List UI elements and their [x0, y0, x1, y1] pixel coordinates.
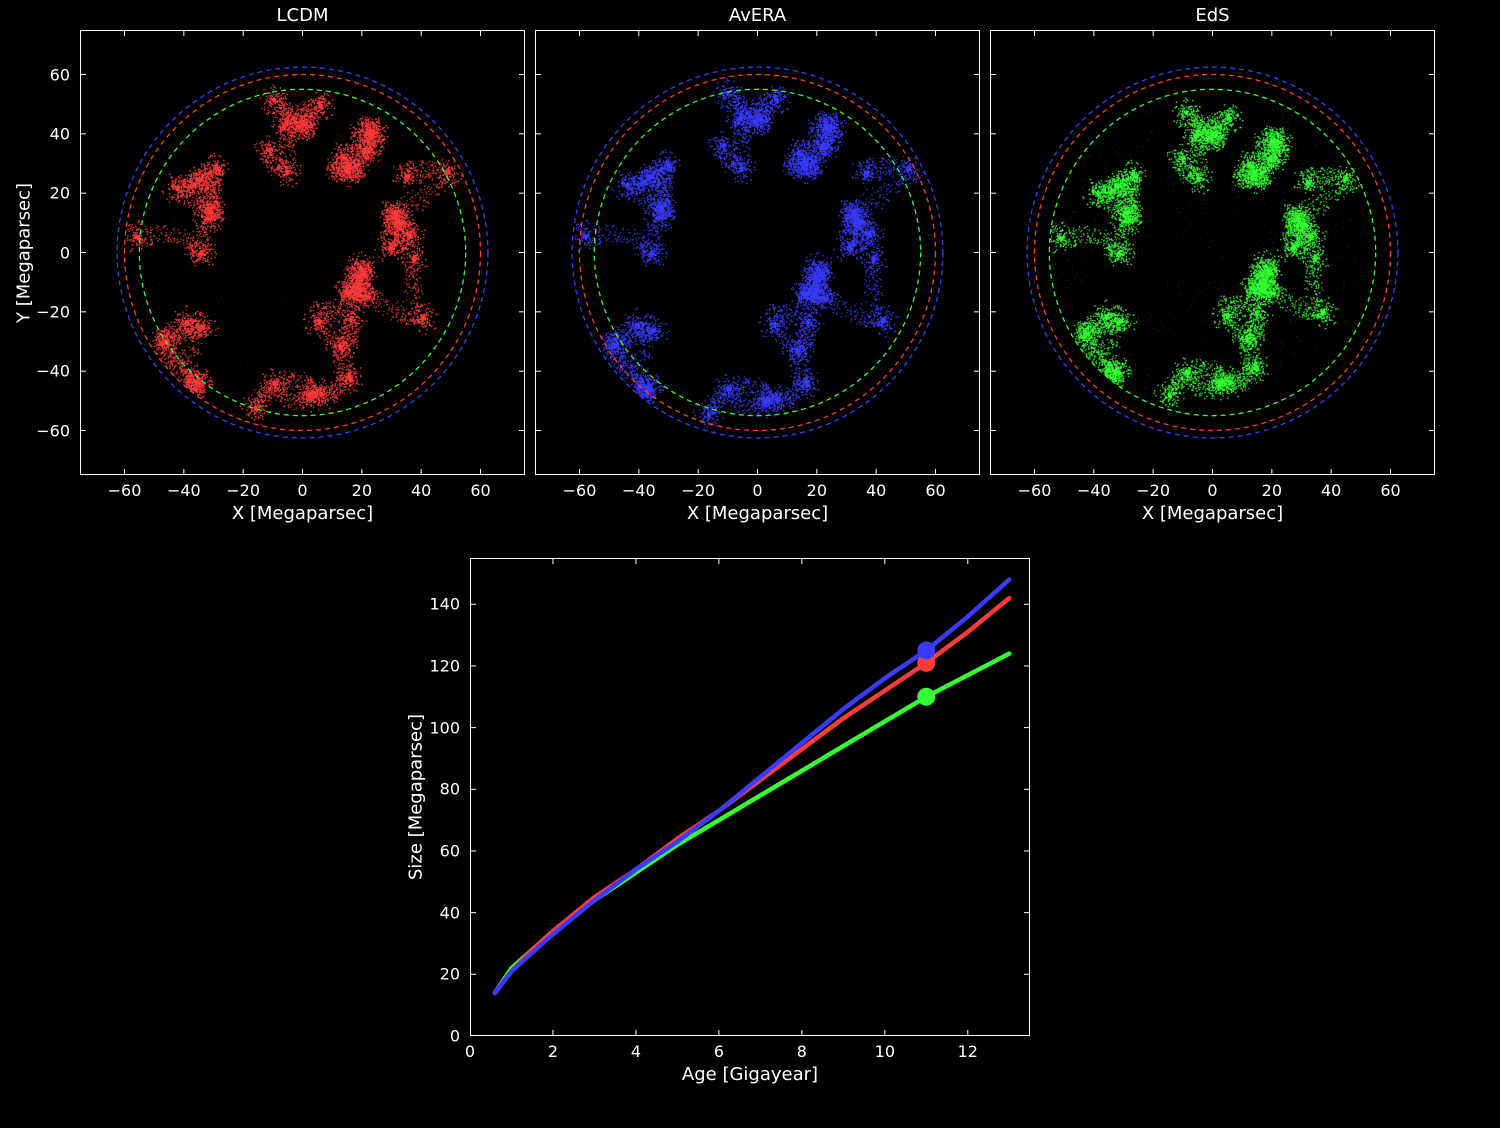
- xtick-label: 6: [714, 1042, 724, 1061]
- xlabel: Age [Gigayear]: [682, 1064, 818, 1085]
- xtick-label: 0: [465, 1042, 475, 1061]
- xtick-label: 60: [925, 481, 945, 500]
- marker-avera: [917, 642, 935, 660]
- ytick-label: −60: [36, 421, 70, 440]
- lcdm-panel: LCDM−60−40−200204060X [Megaparsec]−60−40…: [80, 30, 525, 475]
- ytick-label: 80: [440, 780, 460, 799]
- xtick-label: 20: [352, 481, 372, 500]
- xtick-label: 60: [1380, 481, 1400, 500]
- xtick-label: 0: [1207, 481, 1217, 500]
- avera-panel: AvERA−60−40−200204060X [Megaparsec]: [535, 30, 980, 475]
- xtick-label: 0: [752, 481, 762, 500]
- xtick-label: −40: [167, 481, 201, 500]
- xtick-label: −20: [1136, 481, 1170, 500]
- top-ylabel: Y [Megaparsec]: [14, 182, 35, 322]
- xtick-label: 20: [1262, 481, 1282, 500]
- xtick-label: −60: [108, 481, 142, 500]
- panel-title: LCDM: [277, 5, 329, 26]
- xtick-label: 4: [631, 1042, 641, 1061]
- xlabel: X [Megaparsec]: [1142, 503, 1283, 524]
- xtick-label: 8: [797, 1042, 807, 1061]
- ytick-label: 60: [440, 841, 460, 860]
- xtick-label: −40: [622, 481, 656, 500]
- xtick-label: 0: [297, 481, 307, 500]
- xtick-label: 40: [866, 481, 886, 500]
- xtick-label: 2: [548, 1042, 558, 1061]
- ytick-label: 40: [50, 124, 70, 143]
- bottom-svg: [470, 558, 1030, 1036]
- ytick-label: 0: [450, 1027, 460, 1046]
- ytick-label: 140: [429, 595, 460, 614]
- xtick-label: 20: [807, 481, 827, 500]
- ytick-label: −40: [36, 362, 70, 381]
- size-vs-age-chart: 024681012020406080100120140Age [Gigayear…: [470, 558, 1030, 1036]
- lcdm-panel-svg: [80, 30, 525, 475]
- figure-root: LCDM−60−40−200204060X [Megaparsec]−60−40…: [0, 0, 1500, 1128]
- xtick-label: −40: [1077, 481, 1111, 500]
- ytick-label: −20: [36, 302, 70, 321]
- xtick-label: 60: [470, 481, 490, 500]
- ytick-label: 20: [50, 184, 70, 203]
- xtick-label: 40: [411, 481, 431, 500]
- ytick-label: 0: [60, 243, 70, 262]
- xtick-label: −60: [1018, 481, 1052, 500]
- xlabel: X [Megaparsec]: [687, 503, 828, 524]
- xtick-label: 10: [875, 1042, 895, 1061]
- panel-title: EdS: [1195, 5, 1229, 26]
- xtick-label: 40: [1321, 481, 1341, 500]
- ytick-label: 20: [440, 965, 460, 984]
- xtick-label: −60: [563, 481, 597, 500]
- ytick-label: 40: [440, 903, 460, 922]
- xtick-label: −20: [681, 481, 715, 500]
- xlabel: X [Megaparsec]: [232, 503, 373, 524]
- panel-title: AvERA: [729, 5, 786, 26]
- ytick-label: 120: [429, 656, 460, 675]
- ylabel: Size [Megaparsec]: [406, 714, 427, 880]
- ytick-label: 100: [429, 718, 460, 737]
- avera-panel-svg: [535, 30, 980, 475]
- xtick-label: −20: [226, 481, 260, 500]
- xtick-label: 12: [958, 1042, 978, 1061]
- ytick-label: 60: [50, 65, 70, 84]
- eds-panel-svg: [990, 30, 1435, 475]
- eds-panel: EdS−60−40−200204060X [Megaparsec]: [990, 30, 1435, 475]
- marker-eds: [917, 688, 935, 706]
